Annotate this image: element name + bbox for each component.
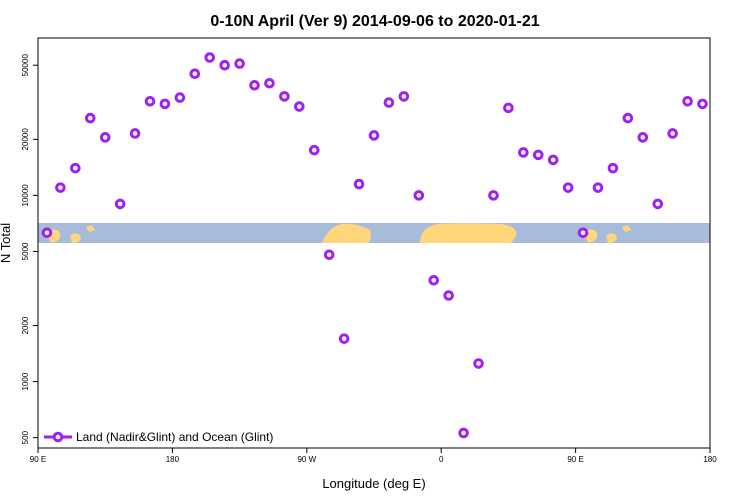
data-point (577, 227, 589, 239)
data-point (323, 249, 335, 261)
y-tick-label: 1000 (21, 372, 30, 390)
data-point (518, 147, 529, 158)
x-tick-label: 90 E (30, 455, 46, 464)
data-point (428, 274, 440, 286)
chart-title: 0-10N April (Ver 9) 2014-09-06 to 2020-0… (210, 13, 539, 30)
data-point (294, 101, 305, 112)
world-map-band (38, 223, 710, 243)
data-point (189, 68, 201, 80)
y-axis: 500 1000 2000 5000 10000 20000 50000 (21, 54, 38, 444)
map-ocean (38, 223, 710, 243)
data-point (503, 102, 514, 114)
data-point (473, 358, 484, 369)
y-tick-label: 10000 (21, 184, 30, 207)
map-land (322, 223, 371, 243)
data-point (368, 130, 380, 141)
data-point (547, 154, 559, 166)
x-axis: 90 E 180 90 W 0 90 E 180 (30, 448, 717, 464)
data-point (622, 112, 634, 124)
data-point (84, 112, 96, 124)
data-point (129, 128, 141, 139)
data-point (697, 98, 708, 110)
data-point (219, 59, 230, 71)
data-point (41, 227, 53, 239)
data-point (279, 91, 290, 102)
data-point (667, 128, 678, 139)
legend-marker (52, 431, 64, 443)
data-point (99, 132, 111, 143)
data-point (174, 92, 186, 103)
data-point (532, 149, 544, 161)
x-axis-label: Longitude (deg E) (322, 476, 425, 491)
y-axis-label: N Total (0, 223, 13, 263)
y-tick-label: 2000 (21, 316, 30, 334)
data-point (637, 132, 649, 143)
data-points (41, 52, 708, 439)
x-tick-label: 90 W (297, 455, 316, 464)
data-point (55, 182, 66, 193)
data-point (458, 427, 469, 439)
data-point (159, 98, 171, 110)
data-point (114, 198, 126, 210)
x-tick-label: 0 (439, 455, 444, 464)
data-point (204, 52, 216, 63)
y-tick-label: 500 (21, 430, 30, 444)
data-point (592, 182, 604, 193)
data-point (70, 162, 81, 174)
y-tick-label: 5000 (21, 242, 30, 260)
legend-label: Land (Nadir&Glint) and Ocean (Glint) (76, 430, 273, 444)
x-tick-label: 180 (166, 455, 180, 464)
data-point (249, 80, 260, 91)
data-point (234, 58, 245, 69)
x-tick-label: 180 (703, 455, 717, 464)
data-point (144, 96, 156, 107)
map-land (420, 223, 517, 243)
map-land (606, 233, 617, 243)
data-point (383, 97, 395, 108)
data-point (652, 198, 664, 210)
x-tick-label: 90 E (567, 455, 583, 464)
map-land (70, 233, 81, 243)
data-point (308, 144, 320, 156)
data-point (682, 96, 693, 107)
map-land (86, 225, 95, 232)
y-tick-label: 50000 (21, 54, 30, 77)
data-point (413, 190, 425, 201)
data-point (338, 333, 350, 344)
data-point (398, 91, 410, 102)
plot-frame (37, 37, 711, 449)
map-land (622, 225, 631, 232)
data-point (353, 178, 365, 190)
data-point (488, 190, 499, 201)
data-point (562, 182, 574, 193)
legend: Land (Nadir&Glint) and Ocean (Glint) (44, 430, 273, 444)
data-point (264, 77, 275, 89)
y-tick-label: 20000 (21, 128, 30, 151)
data-point (443, 290, 454, 301)
data-point (607, 162, 619, 174)
